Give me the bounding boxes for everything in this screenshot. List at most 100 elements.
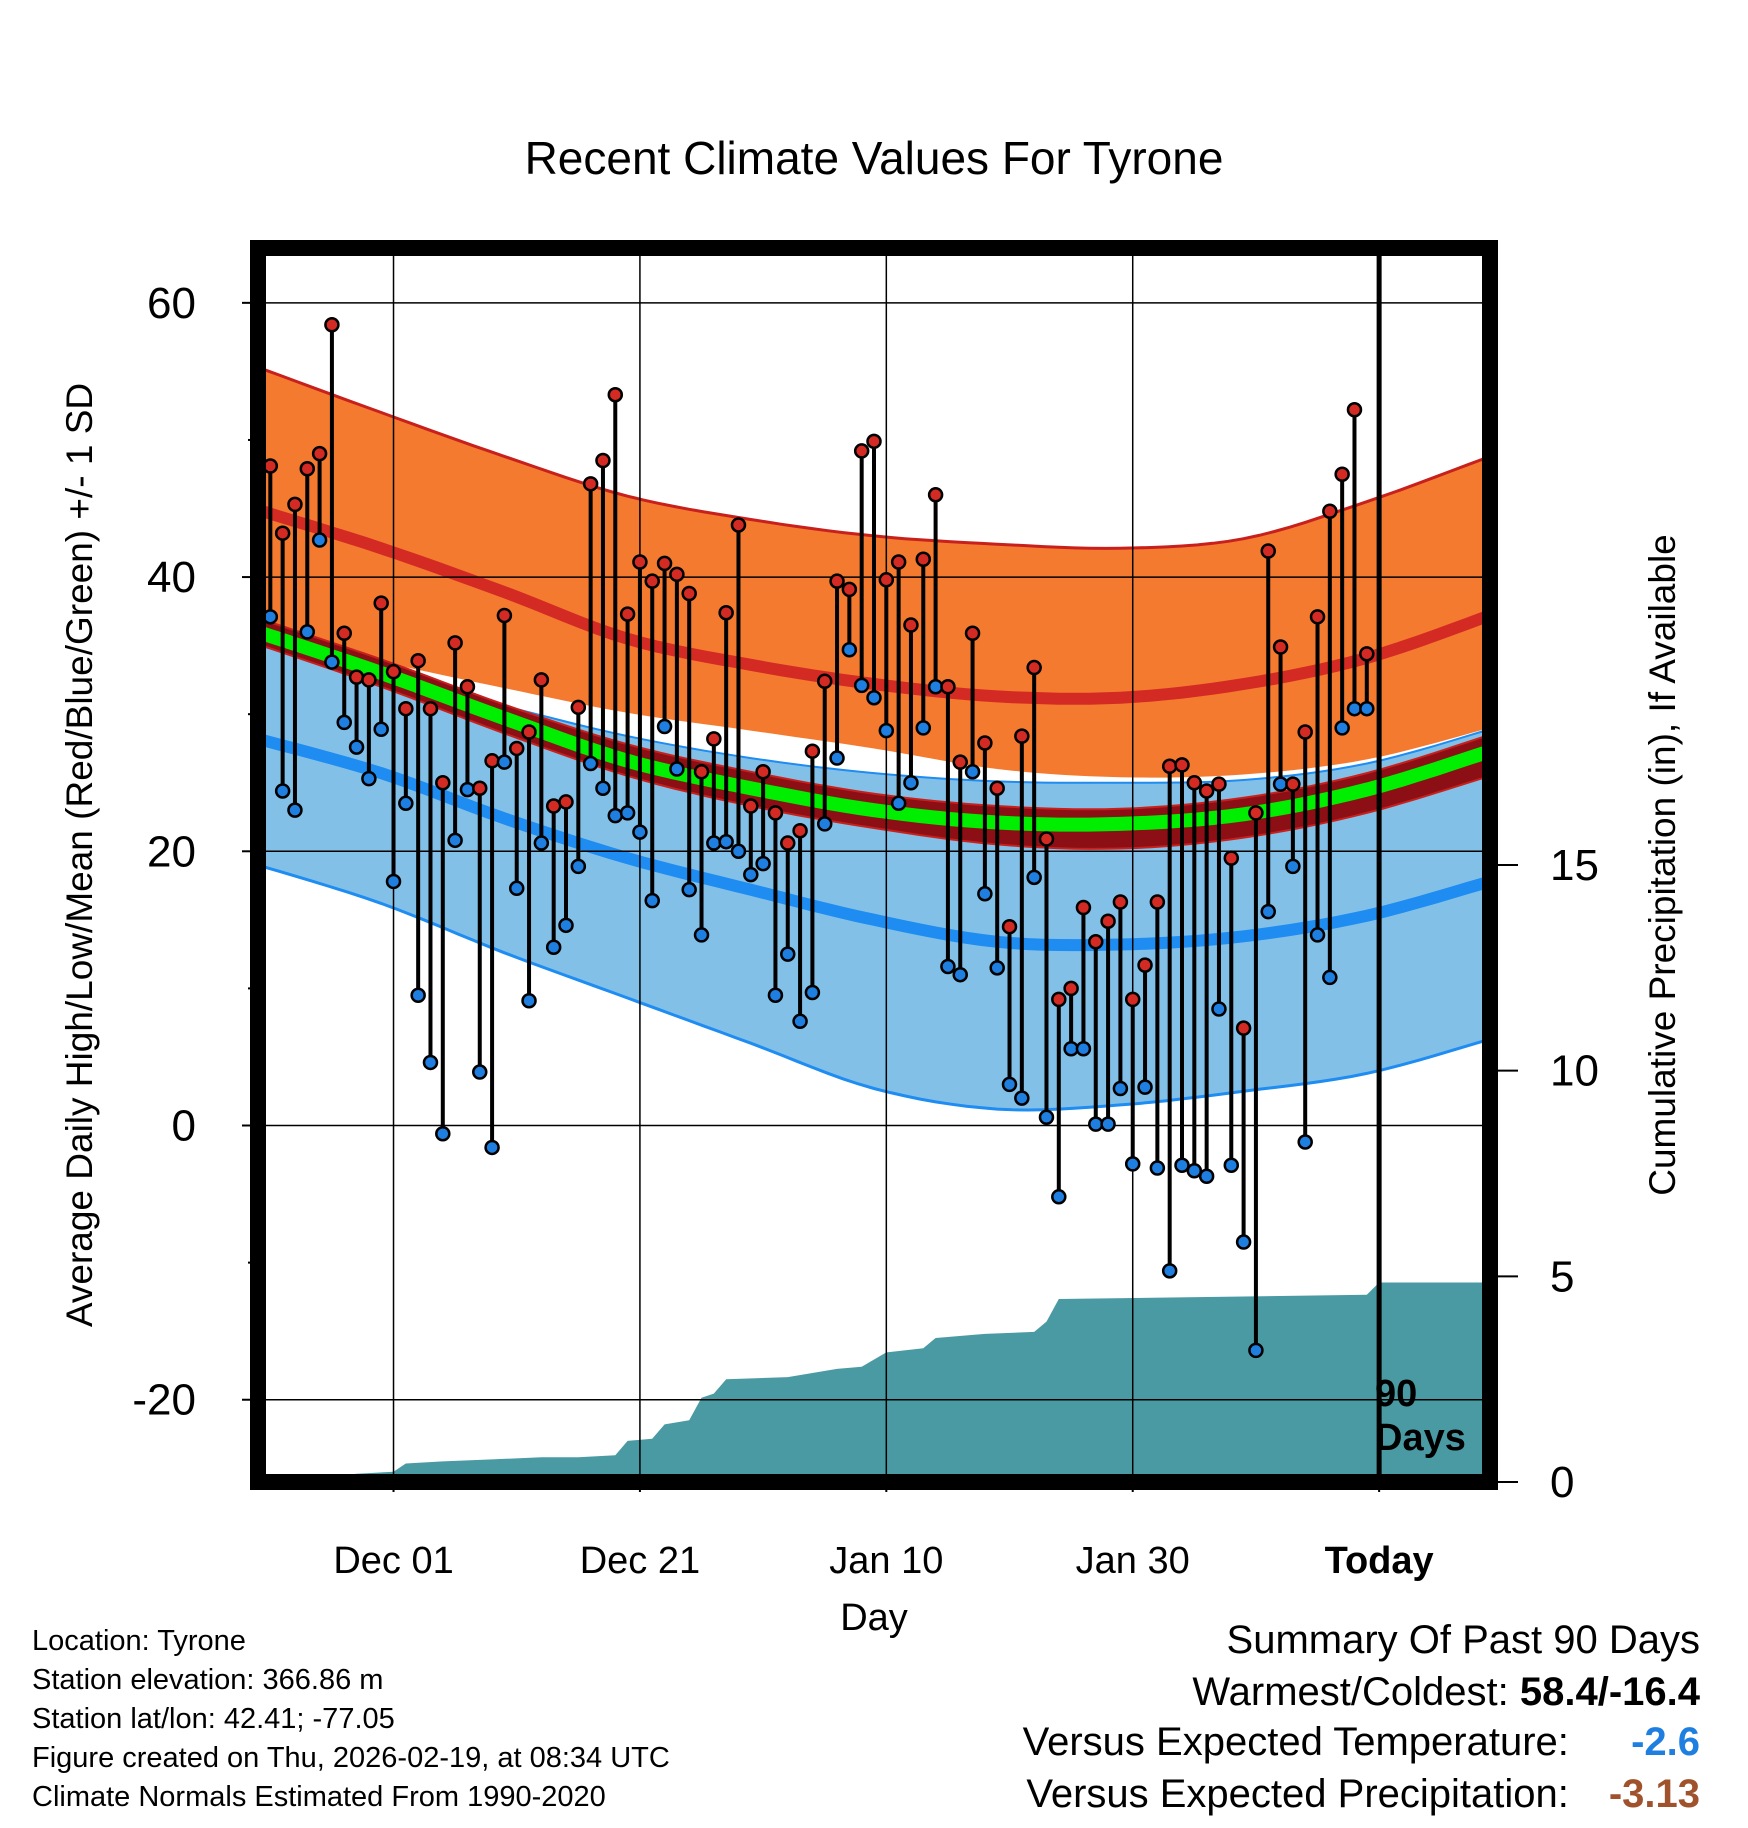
- daily-low-point: [558, 917, 574, 934]
- summary-title: Summary Of Past 90 Days: [1226, 1618, 1700, 1662]
- daily-high-point: [767, 805, 784, 821]
- daily-low-point: [1038, 1109, 1055, 1126]
- x-tick-label: Today: [1325, 1540, 1434, 1582]
- daily-low-point: [915, 720, 932, 736]
- daily-low-point: [1248, 1342, 1264, 1359]
- daily-high-point: [730, 517, 747, 533]
- daily-high-point: [1100, 913, 1116, 929]
- daily-high-point: [1137, 957, 1153, 973]
- daily-low-point: [1137, 1079, 1153, 1095]
- daily-high-point: [1149, 894, 1166, 910]
- summary-temp-row: Versus Expected Temperature: -2.6: [1023, 1720, 1700, 1765]
- daily-high-point: [1285, 776, 1301, 792]
- station-latlon: Station lat/lon: 42.41; -77.05: [32, 1703, 395, 1735]
- daily-high-point: [1186, 774, 1203, 791]
- daily-low-point: [743, 866, 759, 883]
- daily-high-point: [1309, 609, 1326, 625]
- daily-high-point: [1161, 758, 1178, 775]
- daily-low-point: [570, 858, 587, 875]
- daily-low-point: [706, 835, 722, 851]
- daily-low-point: [472, 1064, 488, 1080]
- daily-low-point: [1186, 1163, 1203, 1179]
- daily-high-point: [755, 764, 771, 780]
- figure-created: Figure created on Thu, 2026-02-19, at 08…: [32, 1742, 670, 1774]
- temp-label: Versus Expected Temperature:: [1022, 1720, 1569, 1764]
- daily-high-point: [841, 581, 858, 598]
- daily-high-point: [656, 555, 673, 572]
- cumulative-precip-area: [258, 1282, 1490, 1482]
- daily-low-point: [1346, 700, 1363, 717]
- daily-low-point: [964, 764, 981, 780]
- daily-high-point: [743, 798, 759, 814]
- daily-low-point: [274, 783, 291, 799]
- daily-high-point: [1297, 724, 1313, 740]
- daily-high-point: [459, 679, 476, 695]
- mean-lower-edge: [258, 643, 1490, 850]
- daily-high-point: [521, 724, 537, 740]
- daily-high-point: [1001, 918, 1018, 935]
- daily-low-point: [1359, 700, 1375, 717]
- daily-low-point: [1309, 927, 1326, 943]
- daily-low-point: [1026, 869, 1042, 886]
- precipitation-area: [258, 1282, 1490, 1482]
- plot-area: [258, 248, 1490, 1482]
- daily-low-point: [533, 835, 550, 851]
- daily-low-point: [521, 992, 537, 1009]
- daily-low-point: [1285, 858, 1301, 875]
- daily-low-point: [903, 774, 919, 791]
- daily-low-point: [545, 939, 562, 956]
- daily-high-point: [1346, 402, 1363, 418]
- daily-high-point: [804, 743, 821, 759]
- daily-low-point: [299, 624, 316, 640]
- daily-low-point: [977, 886, 993, 902]
- daily-high-point: [977, 735, 993, 751]
- daily-high-point: [1211, 776, 1227, 792]
- y-axis-label: Average Daily High/Low/Mean (Red/Blue/Gr…: [59, 383, 100, 1327]
- daily-low-point: [989, 960, 1005, 976]
- warmest-label: Warmest/Coldest:: [1192, 1670, 1509, 1714]
- daily-low-point: [1001, 1076, 1018, 1093]
- daily-low-point: [373, 721, 389, 738]
- today-annotation-line1: 90: [1375, 1373, 1417, 1415]
- daily-high-point: [619, 606, 636, 622]
- daily-low-point: [607, 807, 624, 824]
- daily-high-point: [274, 525, 291, 541]
- daily-high-point: [940, 679, 956, 695]
- daily-high-point: [669, 566, 685, 583]
- daily-high-point: [311, 445, 328, 462]
- daily-high-point: [533, 672, 550, 688]
- daily-high-point: [706, 731, 722, 747]
- y-tick-label: -20: [132, 1376, 196, 1425]
- daily-low-point: [484, 1139, 500, 1156]
- y-tick-label: 0: [172, 1102, 196, 1151]
- daily-high-point: [681, 585, 697, 602]
- daily-high-point: [558, 794, 574, 810]
- location-info: Location: Tyrone: [32, 1625, 246, 1657]
- daily-high-point: [595, 452, 611, 469]
- daily-high-point: [952, 754, 968, 770]
- daily-high-point: [324, 317, 340, 333]
- daily-low-point: [1272, 776, 1289, 792]
- daily-high-point: [607, 386, 624, 403]
- daily-low-point: [1223, 1157, 1240, 1174]
- daily-high-point: [1174, 757, 1190, 773]
- daily-low-point: [361, 770, 377, 787]
- daily-low-point: [841, 641, 858, 658]
- daily-high-point: [903, 617, 919, 633]
- y-tick-label: 60: [147, 279, 196, 328]
- daily-high-point: [1075, 899, 1092, 916]
- daily-low-point: [644, 892, 660, 909]
- daily-low-point: [1322, 969, 1338, 986]
- warmest-value: 58.4/-16.4: [1519, 1670, 1700, 1714]
- daily-low-point: [890, 795, 907, 812]
- daily-high-point: [410, 652, 426, 669]
- daily-low-point: [348, 739, 365, 755]
- daily-low-point: [619, 805, 636, 821]
- daily-low-point: [1014, 1090, 1030, 1106]
- daily-low-point: [1051, 1189, 1067, 1205]
- daily-low-point: [940, 958, 956, 975]
- daily-low-point: [767, 987, 784, 1004]
- temp-anomaly-value: -2.6: [1631, 1720, 1700, 1764]
- daily-low-point: [459, 781, 476, 798]
- x-tick-label: Dec 21: [580, 1540, 700, 1582]
